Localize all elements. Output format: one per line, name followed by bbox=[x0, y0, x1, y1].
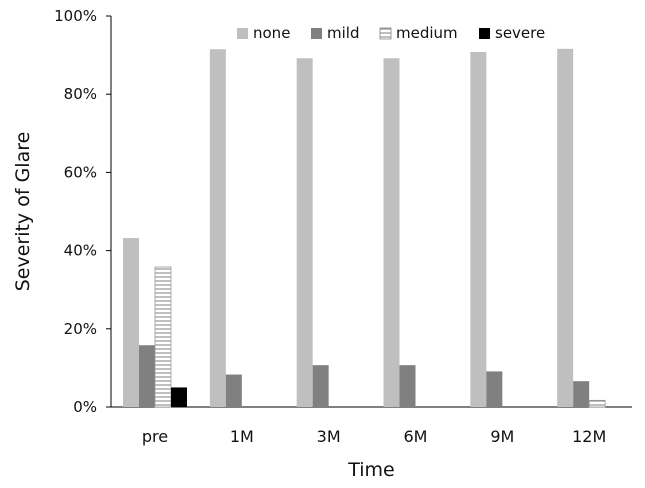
x-tick-label-6m: 6M bbox=[404, 427, 428, 446]
x-tick-label-1m: 1M bbox=[230, 427, 254, 446]
axes bbox=[106, 16, 632, 407]
bar-none-6m bbox=[384, 58, 400, 407]
y-axis-title: Severity of Glare bbox=[12, 132, 34, 292]
bar-none-pre bbox=[123, 238, 139, 407]
bar-mild-9m bbox=[486, 371, 502, 407]
legend-label-medium: medium bbox=[396, 24, 458, 42]
y-tick-label: 100% bbox=[54, 7, 97, 25]
legend-label-severe: severe bbox=[495, 24, 545, 42]
bar-none-3m bbox=[297, 58, 313, 407]
bar-none-1m bbox=[210, 49, 226, 407]
x-tick-label-9m: 9M bbox=[490, 427, 514, 446]
bar-mild-pre bbox=[139, 345, 155, 407]
x-axis-title: Time bbox=[347, 459, 395, 481]
legend-swatch-none bbox=[237, 28, 248, 39]
bar-medium-pre bbox=[155, 267, 171, 407]
bars bbox=[123, 49, 605, 407]
legend-swatch-mild bbox=[311, 28, 322, 39]
bar-none-9m bbox=[470, 52, 486, 407]
y-tick-label: 40% bbox=[64, 242, 97, 260]
bar-mild-6m bbox=[400, 365, 416, 407]
y-tick-label: 20% bbox=[64, 320, 97, 338]
legend-swatch-severe bbox=[479, 28, 490, 39]
x-tick-label-3m: 3M bbox=[317, 427, 341, 446]
bar-mild-1m bbox=[226, 375, 242, 407]
legend-swatch-medium bbox=[380, 28, 391, 39]
bar-none-12m bbox=[557, 49, 573, 407]
bar-severe-pre bbox=[171, 387, 187, 407]
x-tick-label-pre: pre bbox=[142, 427, 168, 446]
y-tick-label: 0% bbox=[73, 398, 97, 416]
bar-mild-3m bbox=[313, 365, 329, 407]
legend-label-mild: mild bbox=[327, 24, 359, 42]
y-tick-label: 80% bbox=[64, 85, 97, 103]
legend-label-none: none bbox=[253, 24, 290, 42]
legend: none mild medium severe bbox=[237, 24, 545, 42]
bar-medium-12m bbox=[589, 400, 605, 407]
bar-mild-12m bbox=[573, 381, 589, 407]
x-tick-label-12m: 12M bbox=[572, 427, 606, 446]
y-tick-label: 60% bbox=[64, 163, 97, 181]
